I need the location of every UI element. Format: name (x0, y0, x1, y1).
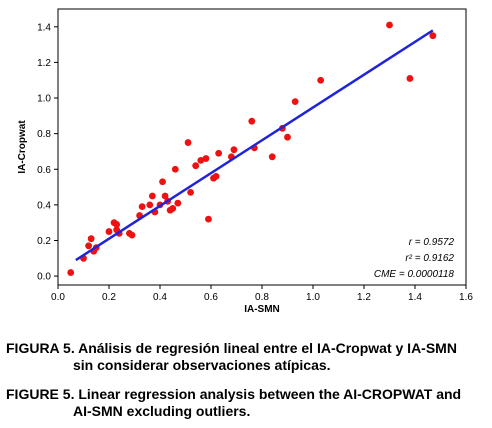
x-tick-label: 0.8 (255, 292, 269, 303)
data-point (105, 228, 113, 235)
y-axis: 0.0 0.2 0.4 0.6 0.8 1.0 1.2 1.4 (37, 22, 58, 283)
plot-frame (57, 8, 467, 286)
data-point (174, 199, 182, 207)
data-point (187, 189, 195, 196)
data-points (67, 21, 437, 276)
data-point (128, 231, 136, 239)
data-point (171, 165, 179, 173)
data-point (406, 75, 414, 82)
y-tick-label: 0.6 (37, 165, 51, 176)
x-tick-label: 1.2 (357, 292, 371, 303)
data-point (138, 203, 146, 211)
stat-cme: CME = 0.0000118 (374, 269, 455, 280)
x-tick-label: 1.6 (459, 292, 473, 303)
y-tick-label: 0.4 (37, 200, 51, 211)
data-point (146, 201, 154, 209)
caption-english-line-1: FIGURE 5. Linear regression analysis bet… (6, 386, 462, 402)
y-tick-label: 1.2 (37, 58, 51, 69)
x-tick-label: 0.2 (102, 292, 116, 303)
data-point (205, 215, 212, 223)
data-point (161, 192, 169, 200)
data-point (184, 139, 192, 146)
data-point (215, 149, 223, 157)
stats-box: r = 0.9572 r² = 0.9162 CME = 0.0000118 (374, 237, 455, 280)
x-axis-label: IA-SMN (244, 304, 280, 315)
x-tick-label: 1.0 (306, 292, 320, 303)
caption-spanish: FIGURA 5. Análisis de regresión lineal e… (6, 340, 492, 374)
data-point (87, 235, 95, 243)
data-point (212, 172, 220, 180)
data-point (284, 133, 291, 141)
y-tick-label: 0.2 (37, 236, 51, 247)
data-point (317, 76, 325, 84)
caption-english-line-2: AI-SMN excluding outliers. (73, 403, 251, 419)
y-tick-label: 0.8 (37, 129, 51, 140)
y-tick-label: 0.0 (37, 272, 51, 283)
regression-line (75, 29, 434, 262)
x-tick-label: 0.4 (153, 292, 167, 303)
stat-r: r = 0.9572 (409, 237, 455, 248)
data-point (113, 221, 121, 228)
data-point (197, 156, 205, 164)
y-tick-label: 1.4 (37, 22, 51, 33)
stat-r-squared: r² = 0.9162 (405, 253, 454, 264)
data-point (248, 117, 256, 125)
x-tick-label: 1.4 (408, 292, 422, 303)
x-tick-label: 0.6 (204, 292, 218, 303)
regression-chart: 0.0 0.2 0.4 0.6 0.8 1.0 1.2 1.4 1.6 0.0 0.2 0.4 0.6… (17, 8, 473, 315)
data-point (192, 162, 200, 170)
data-point (159, 178, 166, 186)
data-point (429, 32, 437, 40)
caption-english: FIGURE 5. Linear regression analysis bet… (6, 386, 492, 420)
data-point (67, 269, 75, 276)
data-point (268, 153, 276, 161)
caption-spanish-line-1: FIGURA 5. Análisis de regresión lineal e… (6, 340, 457, 356)
y-axis-label: IA-Cropwat (17, 120, 28, 174)
data-point (386, 21, 393, 29)
y-tick-label: 1.0 (37, 94, 51, 105)
x-axis: 0.0 0.2 0.4 0.6 0.8 1.0 1.2 1.4 1.6 (51, 285, 473, 303)
data-point (169, 205, 177, 212)
plot-border (57, 8, 467, 286)
data-point (291, 98, 299, 105)
data-point (148, 192, 156, 200)
data-point (85, 242, 92, 250)
caption-spanish-line-2: sin considerar observaciones atípicas. (73, 357, 331, 373)
x-tick-label: 0.0 (51, 292, 65, 303)
data-point (230, 146, 238, 154)
data-point (202, 155, 210, 162)
